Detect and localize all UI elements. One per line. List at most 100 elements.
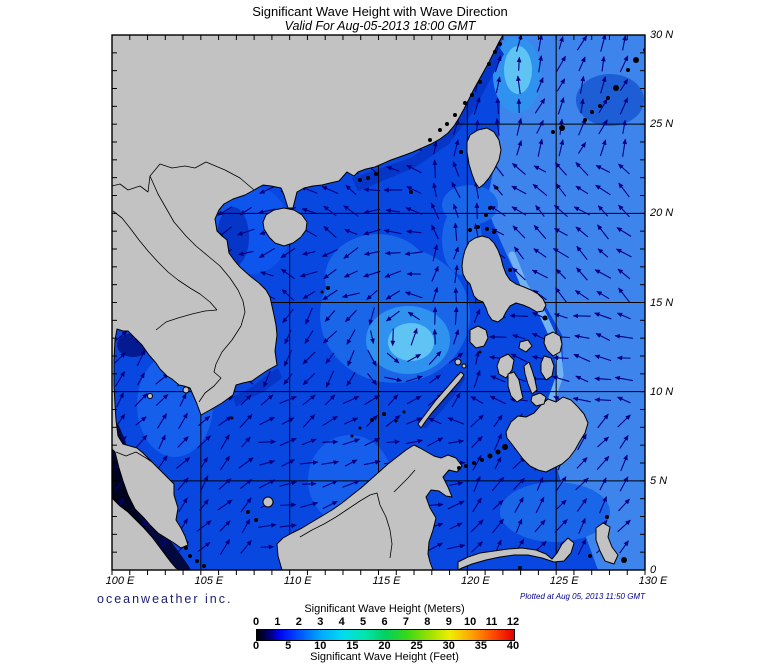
y-axis-tick-label: 10 N: [650, 385, 674, 398]
island-dot: [472, 461, 476, 465]
island: [262, 496, 274, 508]
legend-meters-tick: 3: [317, 616, 324, 628]
island-dot: [358, 178, 362, 182]
island-dot: [438, 128, 442, 132]
island-dot: [320, 290, 324, 294]
legend-meters-tick: 11: [485, 616, 498, 628]
x-axis-tick-label: 120 E: [460, 575, 490, 587]
landmass: [112, 497, 181, 570]
island-dot: [476, 225, 480, 229]
island-dot: [184, 546, 188, 550]
legend-meters-tick: 9: [445, 616, 452, 628]
y-axis-latitude-labels: 30 N 25 N 20 N 15 N 10 N 5 N 0: [650, 0, 695, 600]
island-dot: [370, 418, 374, 422]
landmass: [518, 339, 533, 353]
legend-feet-tick: 35: [474, 640, 487, 652]
island-dot: [485, 227, 489, 231]
country-border: [112, 210, 218, 311]
island-dot: [487, 62, 491, 66]
legend-feet-tick: 15: [346, 640, 359, 652]
island-dot: [409, 190, 413, 194]
country-border: [155, 309, 218, 331]
island-dot: [394, 419, 398, 423]
x-axis-tick-label: 125 E: [549, 575, 579, 587]
legend-meters-tick: 7: [402, 616, 409, 628]
island-dot: [559, 125, 565, 131]
y-axis-tick-label: 30 N: [650, 29, 674, 41]
island-dot: [374, 172, 378, 176]
island-dot: [445, 122, 449, 126]
y-axis-tick-label: 5 N: [650, 474, 668, 487]
island-dot: [470, 93, 474, 97]
island-dot: [626, 68, 630, 72]
legend-meters-tick: 0: [252, 616, 260, 628]
island: [461, 363, 467, 369]
island-dot: [202, 564, 206, 568]
land-layer: [112, 35, 645, 570]
country-border: [393, 469, 416, 493]
plotted-timestamp: Plotted at Aug 05, 2013 11:50 GMT: [520, 592, 645, 601]
island-dot: [492, 230, 496, 234]
map-valid-time: Valid For Aug-05-2013 18:00 GMT: [284, 19, 476, 33]
island-dot: [326, 286, 330, 290]
x-axis-tick-label: 110 E: [283, 575, 312, 587]
island-dot: [457, 466, 461, 470]
island-dot: [246, 510, 250, 514]
island-dot: [463, 101, 467, 105]
landmass: [507, 371, 524, 403]
island-dot: [195, 559, 199, 563]
landmass: [469, 325, 489, 349]
island-dot: [621, 557, 627, 563]
island-dot: [480, 458, 484, 462]
landmass: [540, 355, 555, 381]
legend-feet-scale: 0 5 10 15 20 25 30 35 40: [0, 640, 775, 652]
legend-feet-tick: 25: [410, 640, 423, 652]
x-axis-tick-label: 105 E: [194, 575, 224, 587]
landmass: [276, 444, 463, 570]
island-dot: [350, 434, 354, 438]
landmass: [543, 331, 563, 357]
legend-feet-tick: 0: [252, 640, 260, 652]
island-dot: [464, 464, 468, 468]
legend-feet-tick: 40: [506, 640, 520, 652]
legend-feet-tick: 30: [442, 640, 455, 652]
legend-meters-tick: 10: [464, 616, 477, 628]
legend-meters-scale: 0 1 2 3 4 5 6 7 8 9 10 11 12: [0, 616, 775, 628]
island-dot: [542, 315, 548, 321]
oceanweather-logo-text: oceanweather inc.: [97, 592, 233, 606]
island-dot: [188, 554, 192, 558]
island-dot: [478, 80, 482, 84]
country-border: [115, 451, 153, 463]
legend-meters-tick: 12: [506, 616, 520, 628]
island-dot: [633, 57, 639, 63]
island-dot: [382, 412, 386, 416]
island-dot: [459, 150, 463, 154]
country-border: [198, 311, 246, 403]
island-dot: [254, 518, 258, 522]
island-dot: [495, 186, 499, 190]
legend-meters-tick: 8: [424, 616, 431, 628]
landmass: [523, 361, 538, 395]
island-dot: [551, 130, 555, 134]
island-dot: [495, 449, 501, 455]
island-dot: [493, 50, 497, 54]
island-dot: [590, 110, 594, 114]
island-dot: [366, 176, 370, 180]
island-dot: [468, 228, 472, 232]
x-axis-tick-label: 100 E: [105, 575, 135, 587]
island-dot: [230, 416, 234, 420]
country-border: [299, 492, 393, 559]
landmass: [461, 235, 547, 323]
island-dot: [613, 85, 619, 91]
x-axis-longitude-labels: 100 E 105 E 110 E 115 E 120 E 125 E 130 E: [0, 575, 775, 589]
landmass: [457, 537, 575, 570]
island: [454, 358, 462, 366]
landmass: [595, 522, 619, 565]
legend-feet-tick: 5: [285, 640, 292, 652]
island-dot: [478, 350, 482, 354]
legend-meters-title: Significant Wave Height (Meters): [304, 603, 465, 615]
legend-meters-tick: 1: [274, 616, 281, 628]
island-dot: [598, 104, 602, 108]
landmass: [505, 396, 589, 473]
